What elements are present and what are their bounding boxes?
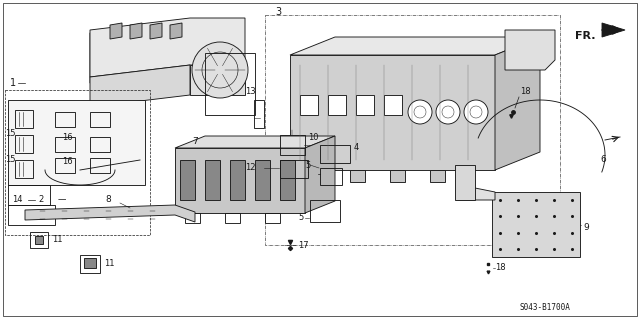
- Polygon shape: [384, 95, 402, 115]
- Polygon shape: [430, 170, 445, 182]
- Text: 11: 11: [52, 235, 63, 244]
- Text: 16: 16: [62, 132, 72, 142]
- Bar: [265, 15, 560, 245]
- Polygon shape: [175, 136, 335, 148]
- Polygon shape: [90, 18, 245, 77]
- Polygon shape: [290, 55, 495, 170]
- Text: 18: 18: [520, 87, 531, 97]
- Text: 18: 18: [495, 263, 506, 272]
- Text: 10: 10: [308, 133, 319, 143]
- Polygon shape: [310, 170, 325, 182]
- Polygon shape: [110, 23, 122, 39]
- Polygon shape: [300, 95, 318, 115]
- Polygon shape: [25, 205, 195, 222]
- Polygon shape: [190, 65, 245, 95]
- Polygon shape: [356, 95, 374, 115]
- Text: 6: 6: [600, 155, 605, 165]
- Polygon shape: [90, 65, 190, 107]
- Polygon shape: [90, 20, 235, 83]
- Polygon shape: [290, 37, 540, 55]
- Polygon shape: [180, 160, 195, 200]
- Polygon shape: [84, 258, 96, 268]
- Text: 8: 8: [105, 196, 111, 204]
- Text: 13: 13: [245, 87, 255, 97]
- Text: 16: 16: [62, 158, 72, 167]
- Text: 4: 4: [354, 144, 359, 152]
- Text: 7: 7: [192, 137, 198, 146]
- Polygon shape: [458, 185, 495, 200]
- Text: 5: 5: [298, 213, 303, 222]
- Polygon shape: [205, 160, 220, 200]
- Polygon shape: [305, 136, 335, 213]
- Polygon shape: [390, 170, 405, 182]
- Text: 1: 1: [10, 78, 16, 88]
- Polygon shape: [35, 236, 43, 244]
- Text: S043-B1700A: S043-B1700A: [520, 303, 571, 313]
- Polygon shape: [150, 23, 162, 39]
- Circle shape: [192, 42, 248, 98]
- Text: 9: 9: [583, 224, 589, 233]
- Text: —: —: [58, 196, 67, 204]
- Polygon shape: [175, 148, 305, 213]
- Text: 3: 3: [275, 7, 281, 17]
- Text: 12: 12: [245, 164, 255, 173]
- Polygon shape: [505, 30, 555, 70]
- Polygon shape: [170, 23, 182, 39]
- Text: FR.: FR.: [575, 31, 595, 41]
- Text: 15: 15: [5, 129, 15, 137]
- Circle shape: [464, 100, 488, 124]
- Text: 11: 11: [104, 258, 115, 268]
- Text: 14: 14: [12, 196, 22, 204]
- Bar: [5, 90, 150, 235]
- Polygon shape: [8, 100, 145, 185]
- Text: 15: 15: [5, 155, 15, 165]
- Polygon shape: [328, 95, 346, 115]
- Polygon shape: [350, 170, 365, 182]
- Polygon shape: [280, 160, 295, 200]
- Polygon shape: [455, 165, 475, 200]
- Polygon shape: [230, 160, 245, 200]
- Polygon shape: [495, 37, 540, 170]
- Circle shape: [436, 100, 460, 124]
- Circle shape: [408, 100, 432, 124]
- Text: 2: 2: [38, 196, 44, 204]
- Polygon shape: [255, 160, 270, 200]
- Polygon shape: [492, 192, 580, 257]
- Polygon shape: [130, 23, 142, 39]
- Polygon shape: [602, 23, 625, 37]
- Text: 5: 5: [305, 160, 310, 169]
- Text: 17: 17: [298, 241, 308, 249]
